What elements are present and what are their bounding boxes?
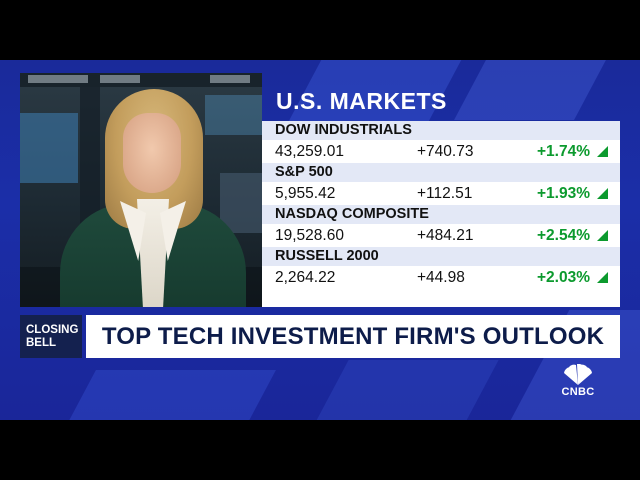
index-change: +112.51 [417,185,473,202]
index-change: +740.73 [417,143,474,160]
show-name: CLOSING BELL [26,324,79,349]
index-value-row: 19,528.60 +484.21 +2.54% [262,224,620,247]
peacock-icon [564,364,592,385]
index-value: 19,528.60 [275,227,344,244]
up-arrow-icon [597,230,608,241]
index-percent: +1.93% [536,185,590,202]
index-change: +484.21 [417,227,474,244]
guest-person [20,73,262,307]
background-panel [311,360,499,420]
index-value-row: 2,264.22 +44.98 +2.03% [262,266,620,289]
index-value-row: 43,259.01 +740.73 +1.74% [262,140,620,163]
studio-ticker [20,73,262,87]
index-name: S&P 500 [275,164,333,180]
up-arrow-icon [597,188,608,199]
studio-screen [20,113,78,183]
index-value: 5,955.42 [275,185,336,202]
index-value: 43,259.01 [275,143,344,160]
index-name: DOW INDUSTRIALS [275,122,412,138]
logo-wordmark: CNBC [561,386,595,398]
index-value-row: 5,955.42 +112.51 +1.93% [262,182,620,205]
network-logo: CNBC [556,364,600,404]
index-name: NASDAQ COMPOSITE [275,206,429,222]
index-change: +44.98 [417,269,465,286]
index-value: 2,264.22 [275,269,336,286]
studio-screen [220,173,262,233]
index-percent: +1.74% [536,143,590,160]
index-name: RUSSELL 2000 [275,248,379,264]
index-percent: +2.54% [536,227,590,244]
markets-panel: U.S. MARKETS DOW INDUSTRIALS 43,259.01 +… [262,83,620,307]
index-name-row: S&P 500 [262,163,620,182]
show-tag: CLOSING BELL [20,315,82,358]
studio-screen [205,95,262,135]
index-name-row: RUSSELL 2000 [262,247,620,266]
markets-title: U.S. MARKETS [276,88,447,114]
lower-third: CLOSING BELL TOP TECH INVESTMENT FIRM'S … [20,315,620,358]
markets-table: DOW INDUSTRIALS 43,259.01 +740.73 +1.74%… [262,121,620,307]
guest-video [20,73,262,307]
up-arrow-icon [597,146,608,157]
index-name-row: NASDAQ COMPOSITE [262,205,620,224]
up-arrow-icon [597,272,608,283]
headline: TOP TECH INVESTMENT FIRM'S OUTLOOK [86,315,620,358]
guest-face [123,113,181,193]
index-name-row: DOW INDUSTRIALS [262,121,620,140]
index-percent: +2.03% [536,269,590,286]
background-panel [64,370,276,420]
